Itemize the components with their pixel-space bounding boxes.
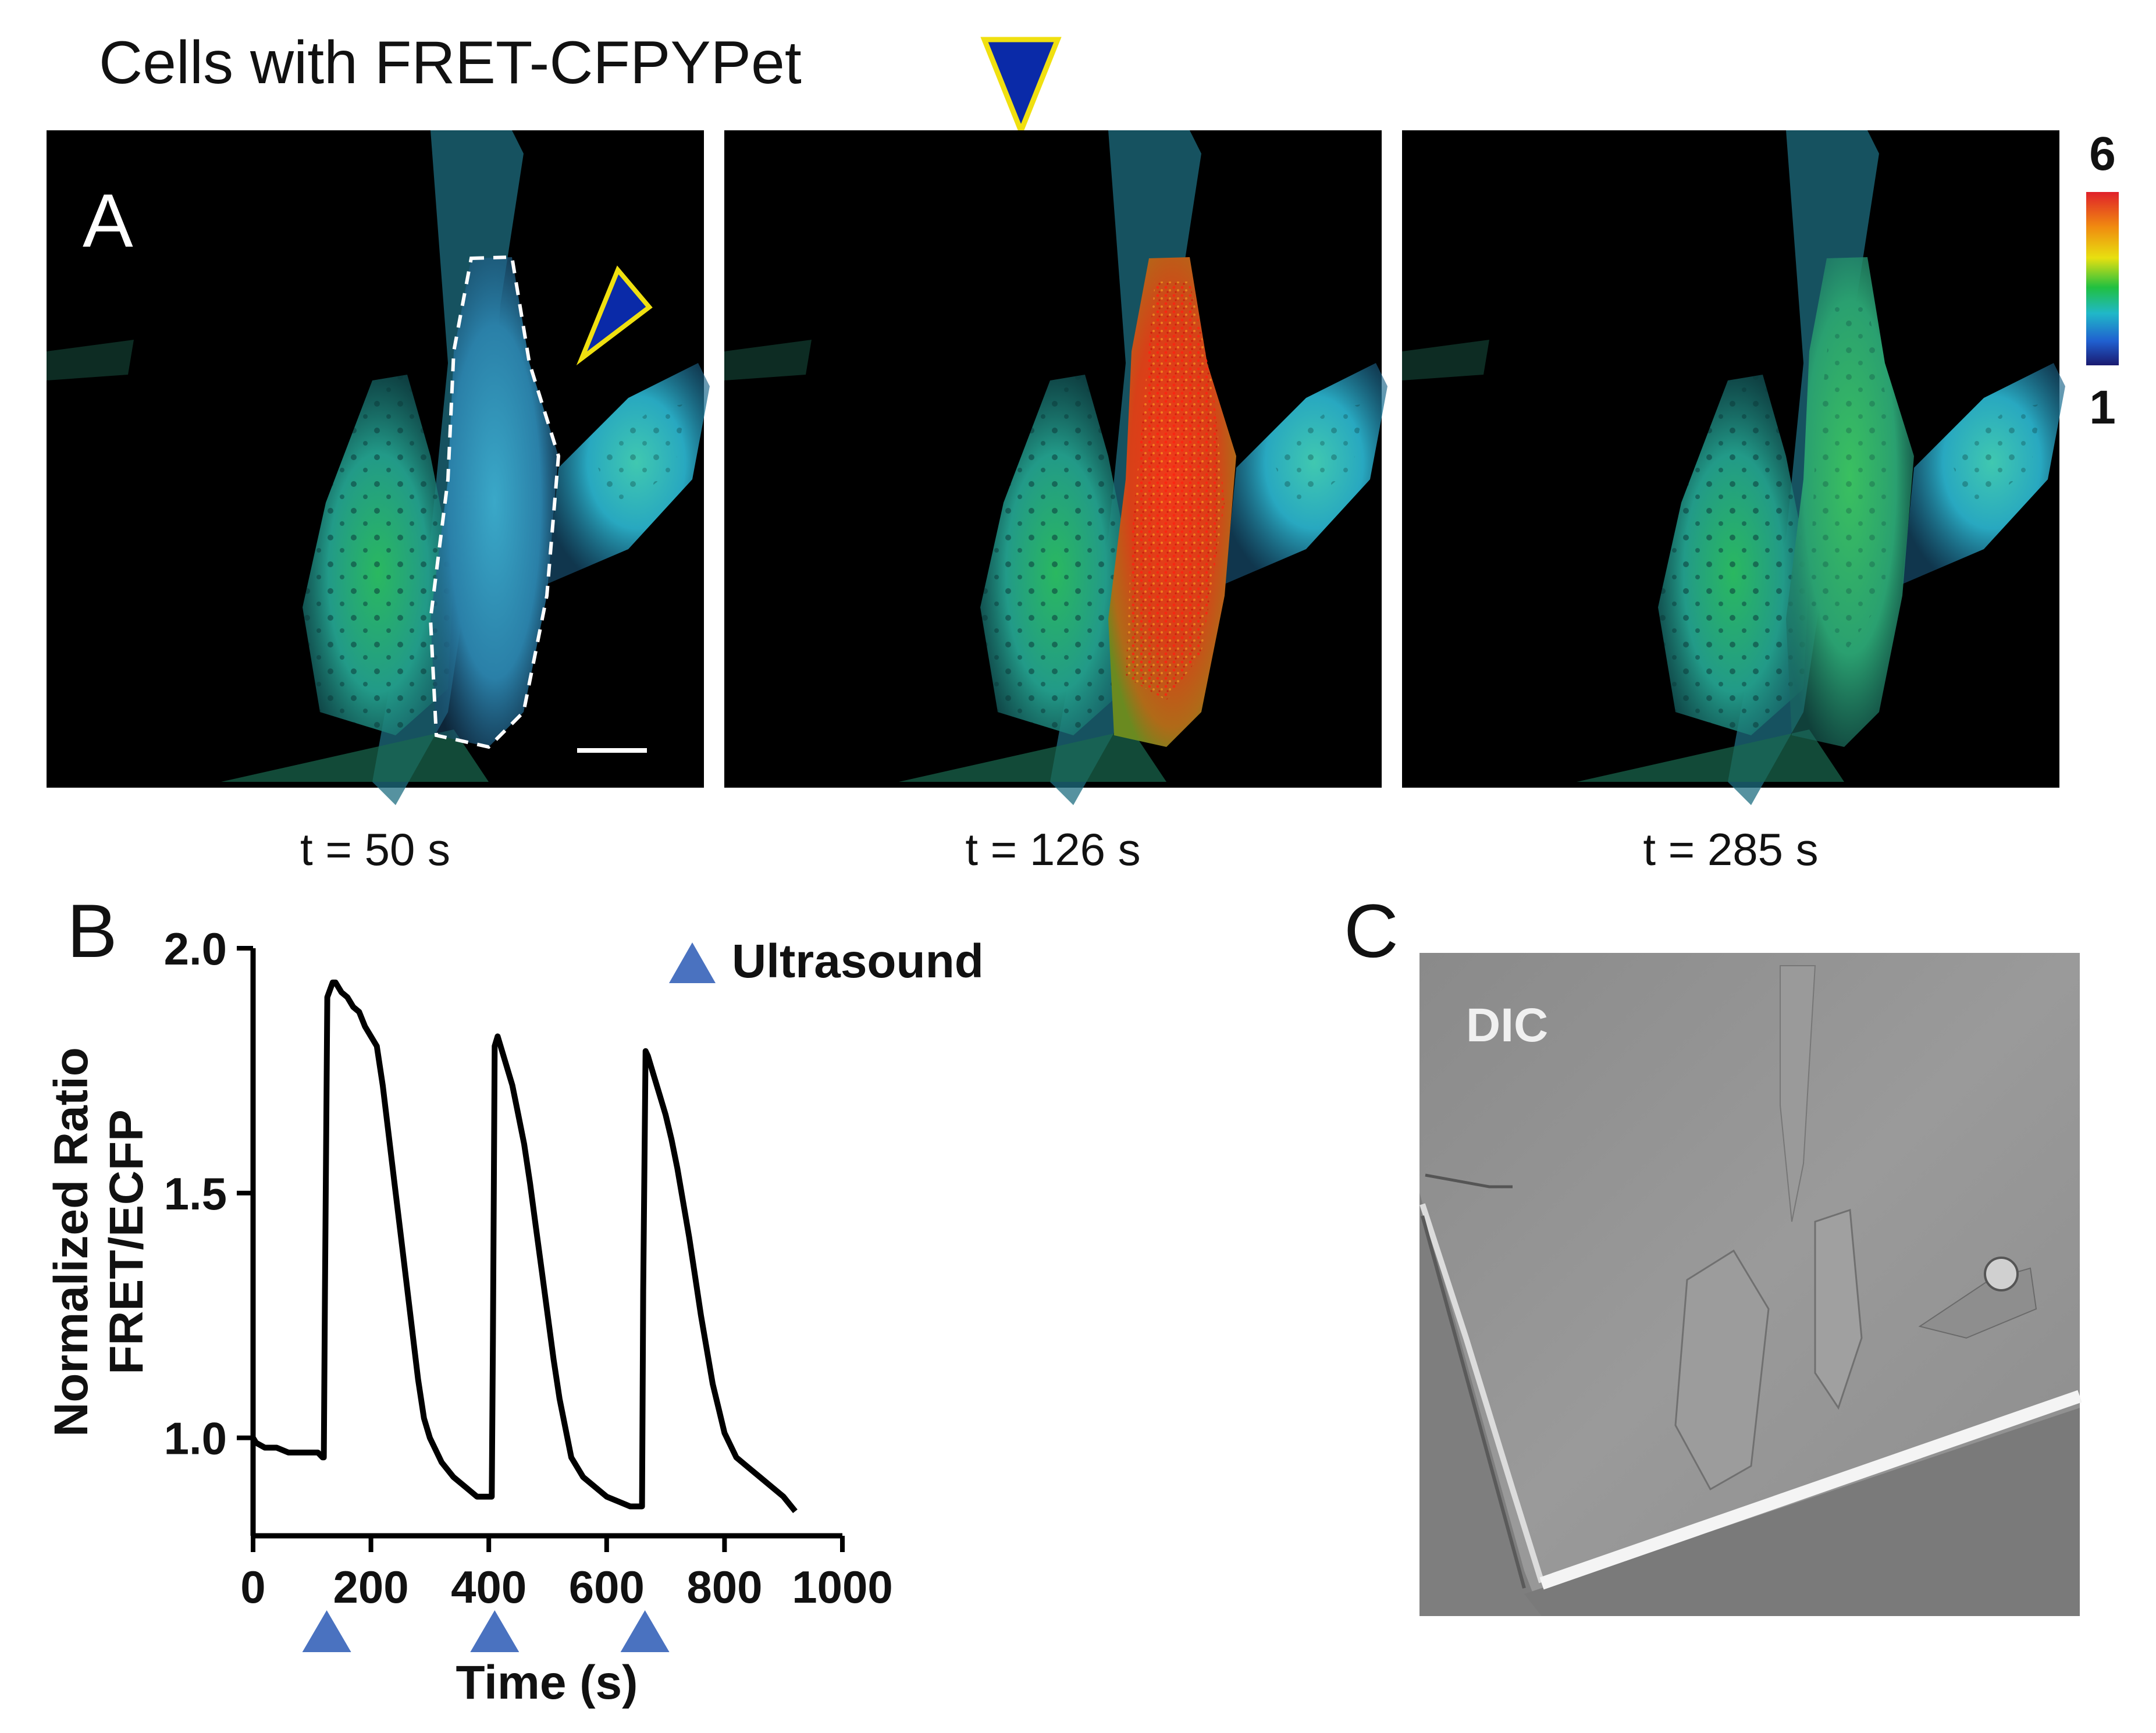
time-label-3: t = 285 s	[1643, 824, 1818, 875]
ultrasound-marker-icon	[620, 1610, 670, 1652]
chart-legend: Ultrasound	[669, 935, 984, 988]
x-tick-label: 0	[240, 1561, 265, 1613]
dic-image: DIC	[1419, 953, 2082, 1616]
title-marker-icon	[980, 37, 1062, 138]
colorbar-min-label: 1	[2089, 381, 2116, 434]
y-axis-label-line-2: FRET/ECFP	[100, 1109, 153, 1375]
y-tick-label: 1.0	[164, 1413, 227, 1464]
legend-label: Ultrasound	[732, 935, 984, 988]
panel-a: A t = 50 s t = 126 s t = 285 s	[47, 130, 2065, 875]
x-tick-label: 600	[569, 1561, 645, 1613]
fret-ratio-series-line	[250, 979, 798, 1514]
fret-ratio-chart: 0 200 400 600 800 1000 1.0 1.5 2.0 Time (s) Norm…	[45, 923, 984, 1709]
x-tick-label: 1000	[792, 1561, 893, 1613]
panel-b-label: B	[67, 888, 118, 973]
ultrasound-marker-icon	[302, 1610, 351, 1652]
ultrasound-arrow-icon	[576, 265, 653, 366]
y-tick-label: 2.0	[164, 923, 227, 974]
cell-outline	[428, 255, 561, 749]
target-cell	[431, 257, 558, 747]
y-axis-label-line-1: Normalized Ratio	[45, 1047, 98, 1437]
panel-a-label: A	[83, 178, 133, 263]
x-tick-label: 400	[451, 1561, 526, 1613]
y-tick-label: 1.5	[164, 1168, 227, 1219]
x-axis-label: Time (s)	[456, 1656, 638, 1709]
microscopy-frame-2	[724, 130, 1387, 805]
panel-c-label: C	[1344, 888, 1399, 973]
x-tick-label: 800	[686, 1561, 762, 1613]
x-tick-label: 200	[333, 1561, 409, 1613]
microscopy-frame-3	[1402, 130, 2065, 805]
colorbar: 6 1	[2086, 127, 2119, 434]
time-label-1: t = 50 s	[300, 824, 450, 875]
ultrasound-marker-icon	[470, 1610, 520, 1652]
microscopy-frame-1: A	[47, 130, 710, 805]
figure-title: Cells with FRET-CFPYPet	[99, 29, 802, 97]
colorbar-max-label: 6	[2089, 127, 2116, 180]
time-label-2: t = 126 s	[965, 824, 1140, 875]
legend-triangle-icon	[669, 942, 716, 983]
dic-label: DIC	[1466, 999, 1548, 1052]
